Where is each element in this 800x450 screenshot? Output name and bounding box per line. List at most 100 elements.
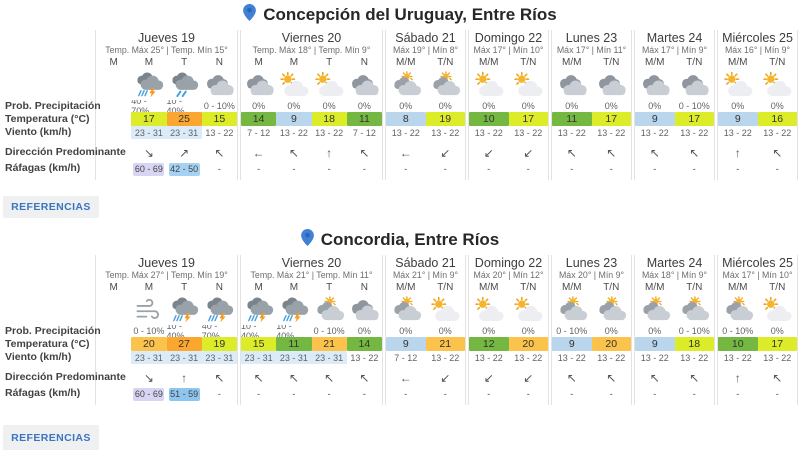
precipitation-row: 0% 0%: [718, 100, 797, 112]
direction-row: ← ↙: [386, 144, 465, 161]
direction-row: ↖ ↖ ↖ ↖: [241, 369, 382, 386]
gust-value: -: [443, 164, 447, 174]
weather-icon-cell: [131, 294, 166, 325]
direction-arrow-icon: ←: [252, 145, 265, 160]
wind-value: 13 - 22: [763, 352, 792, 363]
weather-icon-cell: [469, 69, 509, 100]
direction-arrow-icon: ↙: [483, 370, 494, 385]
row-label-direction: Dirección Predominante: [5, 146, 126, 158]
day-name: Miércoles 25: [722, 31, 793, 45]
wind-value: [96, 126, 131, 139]
row-label-gusts: Ráfagas (km/h): [5, 162, 81, 174]
gusts-row: --: [718, 386, 797, 402]
precipitation-value: 0%: [770, 326, 784, 336]
temperature-row: 10 17: [469, 112, 548, 126]
days-container: Jueves 19 Temp. Máx 27° | Temp. Mín 19° M M…: [95, 255, 800, 405]
row-label-precipitation: Prob. Precipitación: [5, 325, 101, 337]
wind-value: 23 - 31: [131, 126, 167, 139]
gust-value: -: [692, 389, 696, 399]
wind-value: 7 - 12: [247, 127, 271, 138]
temperature-value: 25: [166, 112, 202, 126]
partly-sunny-icon: [431, 296, 460, 322]
weather-icon-cell: [635, 69, 675, 100]
wind-row: 23 - 31 23 - 31 23 - 31 13 - 22: [241, 351, 382, 364]
partly-sunny-icon: [475, 296, 504, 322]
gust-value: -: [217, 389, 221, 399]
period-letter: M: [254, 282, 263, 293]
referencias-button[interactable]: REFERENCIAS: [3, 425, 99, 450]
weather-icon-cell: [202, 69, 237, 100]
city-title: Concepción del Uruguay, Entre Ríos: [263, 5, 557, 24]
direction-arrow-icon: ↖: [359, 145, 370, 160]
direction-row: ↖ ↖: [635, 369, 714, 386]
weather-icons-row: [469, 69, 548, 100]
cloudy-icon: [682, 75, 709, 96]
weather-icons-row: [718, 69, 797, 100]
period-letter: T/N: [603, 57, 620, 68]
day-temp-range: Máx 17° | Mín 10°: [473, 45, 544, 55]
temperature-row: 9 17: [635, 112, 714, 126]
wind-value: 13 - 22: [597, 352, 626, 363]
temperature-value: 19: [425, 112, 465, 126]
direction-row: ↘ ↗ ↖: [96, 144, 237, 161]
period-letter: M: [144, 282, 154, 293]
precipitation-row: 0% 0 - 10%: [635, 100, 714, 112]
temperature-value: 17: [591, 112, 631, 126]
temperature-value: 11: [276, 337, 312, 351]
gusts-row: --: [635, 386, 714, 402]
temperature-row: 10 17: [718, 337, 797, 351]
weather-icon-cell: [509, 294, 549, 325]
gust-pill: 60 - 69: [133, 387, 165, 401]
forecast-table: Prob. Precipitación Temperatura (°C) Vie…: [0, 30, 800, 180]
temperature-row: 9 16: [718, 112, 797, 126]
gusts-row: 60 - 69 42 - 50 -: [96, 161, 237, 177]
period-letters-row: M/M T/N: [718, 56, 797, 69]
cloudy-icon: [599, 75, 626, 96]
period-letters-row: M/M T/N: [386, 281, 465, 294]
period-letter: M/M: [396, 57, 416, 68]
referencias-button[interactable]: REFERENCIAS: [3, 196, 99, 218]
gust-value: -: [292, 164, 296, 174]
wind-value: 23 - 31: [166, 351, 202, 364]
period-letter: T/N: [520, 282, 537, 293]
gusts-row: --: [386, 161, 465, 177]
mostly-cloudy-sun-icon: [317, 296, 345, 321]
weather-icons-row: [635, 69, 714, 100]
period-letters-row: M/M T/N: [635, 281, 714, 294]
weather-icon-cell: [241, 69, 276, 100]
period-letter: N: [215, 282, 223, 293]
rain-icon: [172, 72, 199, 98]
weather-icons-row: [96, 294, 237, 325]
direction-arrow-icon: ↑: [326, 145, 333, 160]
weather-icon-cell: [96, 294, 131, 325]
precipitation-value: 0%: [648, 326, 662, 336]
period-letters-row: M/M T/N: [469, 56, 548, 69]
direction-arrow-icon: ↖: [253, 370, 264, 385]
direction-row: ↙ ↙: [469, 369, 548, 386]
precipitation-row: 0% 0%: [386, 325, 465, 337]
day-temp-range: Máx 19° | Mín 8°: [392, 45, 459, 55]
temperature-value: 18: [311, 112, 347, 126]
wind-value: 23 - 31: [276, 351, 312, 364]
precipitation-value: 0%: [604, 101, 618, 111]
weather-icon-cell: [312, 294, 347, 325]
wind-value: 13 - 22: [279, 127, 308, 138]
weather-icons-row: [552, 69, 631, 100]
partly-sunny-icon: [514, 296, 543, 322]
days-container: Jueves 19 Temp. Máx 25° | Temp. Mín 15° M M…: [95, 30, 800, 180]
direction-arrow-icon: ↙: [440, 145, 451, 160]
gust-value: [96, 386, 131, 402]
precipitation-value: 10 - 40%: [241, 325, 260, 337]
gust-pill: 51 - 59: [168, 387, 200, 401]
temperature-value: 17: [131, 112, 167, 126]
period-letter: T: [181, 282, 188, 293]
cloudy-icon: [642, 75, 670, 96]
gust-value: -: [526, 164, 530, 174]
gusts-row: --: [386, 386, 465, 402]
direction-arrow-icon: ↖: [288, 145, 299, 160]
precipitation-row: 0 - 10% 10 - 40% 40 - 70%: [96, 325, 237, 337]
wind-row: 13 - 22 13 - 22: [552, 351, 631, 364]
temperature-value: 15: [201, 112, 237, 126]
precipitation-value: 0 - 10%: [678, 326, 710, 336]
day-temp-range: Máx 17° | Mín 11°: [556, 45, 627, 55]
